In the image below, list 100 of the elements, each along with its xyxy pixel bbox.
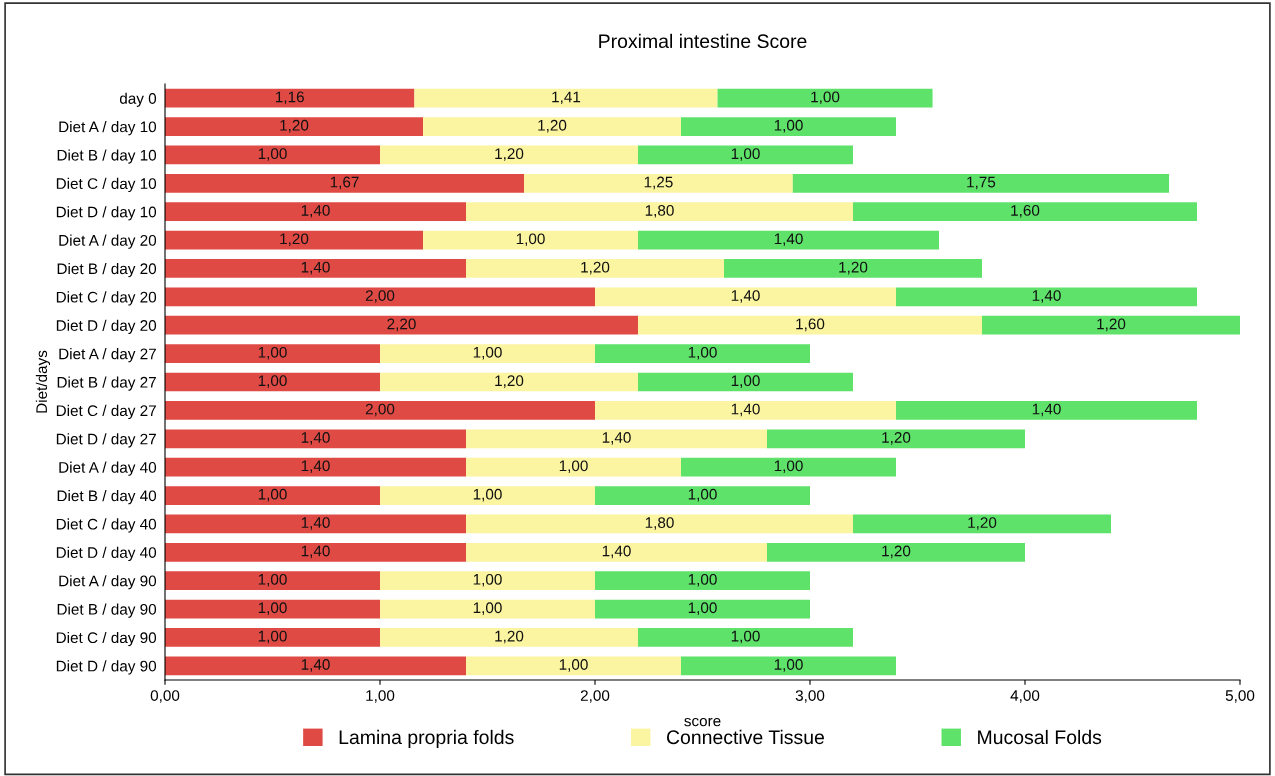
bar <box>466 514 853 534</box>
x-axis-title: score <box>684 717 721 727</box>
bar <box>724 259 982 278</box>
bar <box>165 173 525 193</box>
y-tick-label: Diet D / day 10 <box>56 206 157 221</box>
bar <box>380 486 595 505</box>
data-label: 1,20 <box>495 375 524 388</box>
bar <box>681 656 896 676</box>
data-label: 2,00 <box>365 403 395 417</box>
data-label: 1,40 <box>301 432 330 445</box>
y-tick-label: Diet C / day 90 <box>56 631 157 647</box>
data-label: 1,00 <box>688 488 717 502</box>
bar <box>165 457 466 477</box>
bar <box>165 202 466 222</box>
y-tick-label: Diet B / day 27 <box>57 376 156 391</box>
data-label: 1,40 <box>602 432 631 445</box>
bar <box>853 202 1197 222</box>
data-label: 1,40 <box>301 205 330 218</box>
bar <box>165 372 380 392</box>
y-tick-label: Diet A / day 90 <box>59 575 157 590</box>
data-label: 1,25 <box>644 176 673 190</box>
data-label: 1,00 <box>258 375 287 388</box>
data-label: 1,40 <box>301 659 330 672</box>
bar <box>853 514 1111 534</box>
bar <box>524 173 793 193</box>
x-tick-label: 0,00 <box>150 690 180 703</box>
data-label: 1,00 <box>473 573 502 587</box>
data-label: 1,00 <box>688 573 717 587</box>
data-label: 1,00 <box>731 148 760 161</box>
data-label: 1,00 <box>258 488 287 502</box>
bar <box>767 429 1025 449</box>
bar <box>792 173 1170 193</box>
bar <box>638 230 939 250</box>
y-tick-label: day 0 <box>119 92 157 107</box>
data-label: 1,40 <box>301 460 330 474</box>
bar <box>165 599 380 619</box>
y-tick-label: Diet D / day 40 <box>56 546 157 561</box>
bar <box>165 315 638 335</box>
bar <box>165 287 595 307</box>
data-label: 1,00 <box>774 460 803 474</box>
data-label: 1,00 <box>559 659 588 672</box>
data-label: 1,20 <box>1097 318 1126 332</box>
y-tick-label: Diet B / day 20 <box>57 262 157 278</box>
data-label: 1,40 <box>602 545 631 559</box>
legend-label: Connective Tissue <box>666 729 824 745</box>
bar <box>681 117 896 136</box>
bar <box>380 344 595 363</box>
bar <box>165 656 466 676</box>
data-label: 1,20 <box>280 119 309 133</box>
data-label: 1,20 <box>882 545 911 559</box>
data-label: 1,60 <box>796 318 825 332</box>
data-label: 1,40 <box>1032 290 1061 303</box>
bar <box>380 372 638 392</box>
bar <box>595 344 810 363</box>
bar <box>466 202 853 222</box>
data-label: 1,00 <box>473 602 502 615</box>
data-label: 2,00 <box>365 290 395 303</box>
bar <box>165 344 380 363</box>
bar <box>423 230 638 250</box>
data-label: 1,00 <box>688 602 717 615</box>
data-label: 1,67 <box>330 176 359 190</box>
data-label: 1,00 <box>258 602 287 615</box>
x-tick-label: 3,00 <box>795 690 825 703</box>
data-label: 1,00 <box>688 346 717 360</box>
bar <box>165 514 466 534</box>
bar <box>165 486 380 505</box>
data-label: 1,00 <box>731 630 760 644</box>
data-label: 1,20 <box>581 261 610 275</box>
bar <box>595 401 896 420</box>
bar <box>423 117 681 136</box>
data-label: 1,00 <box>258 148 287 161</box>
bar <box>165 401 595 420</box>
data-label: 1,20 <box>968 517 997 530</box>
bar <box>165 429 466 449</box>
data-label: 1,40 <box>1032 403 1061 417</box>
bar <box>165 628 380 647</box>
legend-label: Mucosal Folds <box>978 729 1102 745</box>
bar <box>165 571 380 591</box>
data-label: 1,20 <box>495 630 524 644</box>
bar <box>982 315 1240 335</box>
bar <box>165 259 466 278</box>
y-tick-label: Diet D / day 20 <box>56 319 157 334</box>
data-label: 1,00 <box>774 119 803 133</box>
x-tick-label: 4,00 <box>1010 690 1040 703</box>
y-tick-label: Diet A / day 10 <box>59 121 157 136</box>
data-label: 1,20 <box>839 261 868 275</box>
data-label: 1,00 <box>731 375 760 388</box>
bar <box>638 315 982 335</box>
data-label: 1,00 <box>774 659 803 672</box>
bar <box>380 628 638 647</box>
bar <box>638 372 853 392</box>
bar <box>896 287 1197 307</box>
bar <box>165 117 423 136</box>
y-tick-label: Diet D / day 90 <box>56 660 157 675</box>
bar <box>595 599 810 619</box>
bar <box>466 656 681 676</box>
bar <box>165 88 415 108</box>
bar <box>165 230 423 250</box>
y-tick-label: Diet C / day 40 <box>56 518 157 533</box>
data-label: 1,20 <box>538 119 567 133</box>
